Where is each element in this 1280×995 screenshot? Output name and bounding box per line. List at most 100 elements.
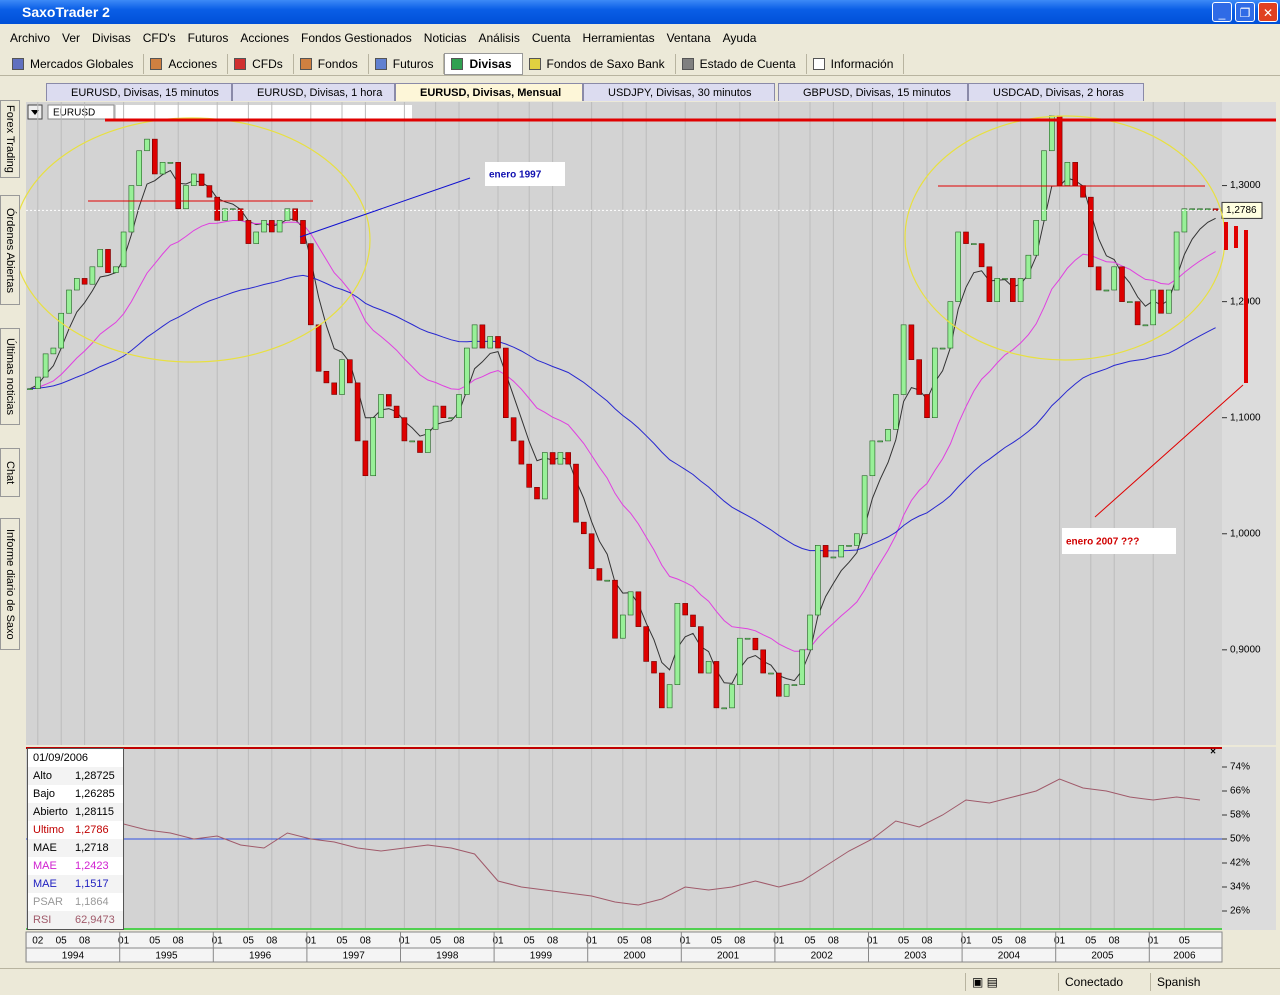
toolbar-button[interactable]: CFDs	[228, 53, 294, 74]
candle	[1017, 278, 1024, 302]
candle	[822, 545, 829, 558]
chart-tab[interactable]: GBPUSD, Divisas, 15 minutos	[778, 83, 968, 101]
info-value: 1,1517	[75, 878, 109, 890]
year-label: 1997	[343, 951, 366, 962]
candle	[159, 162, 166, 175]
toolbar-button[interactable]: Acciones	[144, 53, 229, 74]
candle	[1119, 266, 1125, 302]
candle	[713, 661, 720, 709]
candle	[510, 417, 517, 442]
candle	[791, 684, 798, 686]
candle	[1080, 185, 1086, 198]
close-pane[interactable]: ×	[1210, 747, 1216, 758]
x-tick-label: 05	[617, 936, 629, 947]
y-tick-label: 58%	[1230, 810, 1250, 821]
candle	[120, 231, 127, 268]
info-value: 1,28725	[75, 770, 115, 782]
info-value: 62,9473	[75, 914, 115, 926]
y-tick-label: 1,3000	[1230, 180, 1261, 191]
menu-item[interactable]: Futuros	[187, 31, 229, 45]
candle	[666, 684, 673, 709]
candle	[1150, 289, 1156, 326]
menu-item[interactable]: Herramientas	[582, 31, 655, 45]
symbol-search[interactable]	[116, 105, 412, 119]
candle	[331, 382, 338, 395]
menu-item[interactable]: Divisas	[92, 31, 131, 45]
annotation-box	[485, 162, 565, 186]
x-tick-label: 08	[453, 936, 465, 947]
chart-tab[interactable]: EURUSD, Divisas, 1 hora	[232, 83, 395, 101]
candle	[471, 324, 478, 349]
x-tick-label: 08	[734, 936, 746, 947]
toolbar-button[interactable]: Futuros	[369, 53, 445, 74]
close[interactable]: ✕	[1258, 2, 1278, 22]
toolbar-button[interactable]: Fondos	[294, 53, 369, 74]
toolbar-button[interactable]: Divisas	[444, 52, 523, 75]
label: Estado de Cuenta	[699, 56, 796, 71]
annotation: enero 2007 ???	[1066, 537, 1139, 548]
candle	[721, 707, 728, 710]
chart-tab[interactable]: USDJPY, Divisas, 30 minutos	[583, 83, 775, 101]
chart-tab[interactable]: EURUSD, Divisas, Mensual	[395, 83, 583, 101]
x-tick-label: 05	[898, 936, 910, 947]
candle	[424, 429, 431, 453]
year-label: 1994	[62, 951, 85, 962]
candle	[814, 545, 821, 616]
candle	[931, 347, 938, 418]
toolbar-button[interactable]: Estado de Cuenta	[676, 53, 807, 74]
chart-tab[interactable]: USDCAD, Divisas, 2 horas	[968, 83, 1144, 101]
menu-item[interactable]: Ver	[62, 31, 81, 45]
candle	[456, 394, 462, 418]
toolbar-button[interactable]: Mercados Globales	[6, 53, 145, 74]
menu-item[interactable]: Ventana	[666, 31, 711, 45]
menu-item[interactable]: Archivo	[10, 31, 51, 45]
menu-item[interactable]: Análisis	[478, 31, 520, 45]
candle	[502, 347, 509, 418]
side-tab[interactable]: Informe diario de Saxo	[0, 518, 20, 650]
y-tick-label: 1,0000	[1230, 528, 1261, 539]
menu-item[interactable]: Ayuda	[722, 31, 757, 45]
chart-tab[interactable]: EURUSD, Divisas, 15 minutos	[46, 83, 232, 101]
label: CFDs	[252, 56, 283, 71]
candle	[1158, 289, 1164, 314]
candle	[58, 312, 65, 349]
x-tick-label: 08	[828, 936, 840, 947]
menu-item[interactable]: CFD's	[142, 31, 176, 45]
candle	[1127, 301, 1133, 303]
candle	[861, 475, 868, 535]
candle	[198, 173, 205, 186]
candle	[1166, 289, 1172, 314]
menu-item[interactable]: Fondos Gestionados	[301, 31, 412, 45]
candle	[838, 545, 845, 558]
x-tick-label: 05	[243, 936, 255, 947]
year-label: 1996	[249, 951, 272, 962]
side-tab[interactable]: Forex Trading	[0, 100, 20, 178]
x-tick-label: 08	[173, 936, 185, 947]
menu-item[interactable]: Noticias	[423, 31, 467, 45]
moving-average	[29, 220, 1216, 652]
candle	[526, 463, 533, 488]
info-row: Abierto 1,28115	[28, 803, 123, 821]
side-tab[interactable]: Chat	[0, 448, 20, 497]
menu-item[interactable]: Cuenta	[531, 31, 571, 45]
side-tab[interactable]: Últimas noticias	[0, 328, 20, 425]
icon	[150, 57, 163, 70]
status-bar: ▣ ▤ Conectado Spanish	[0, 968, 1280, 995]
minimize[interactable]: _	[1212, 2, 1232, 22]
toolbar-button[interactable]: Información	[807, 53, 905, 74]
y-tick-label: 26%	[1230, 906, 1250, 917]
symbol-field[interactable]	[47, 104, 115, 120]
candle	[807, 614, 813, 651]
candle	[448, 417, 455, 419]
toolbar-button[interactable]: Fondos de Saxo Bank	[523, 53, 676, 74]
x-tick-label: 01	[586, 936, 598, 947]
menu-item[interactable]: Acciones	[240, 31, 290, 45]
maximize[interactable]: ❐	[1235, 2, 1255, 22]
candle	[775, 672, 782, 697]
candle	[1056, 115, 1063, 186]
candle	[66, 289, 72, 314]
side-tab[interactable]: Órdenes Abiertas	[0, 195, 20, 305]
candle	[760, 649, 767, 674]
candle	[440, 405, 447, 418]
